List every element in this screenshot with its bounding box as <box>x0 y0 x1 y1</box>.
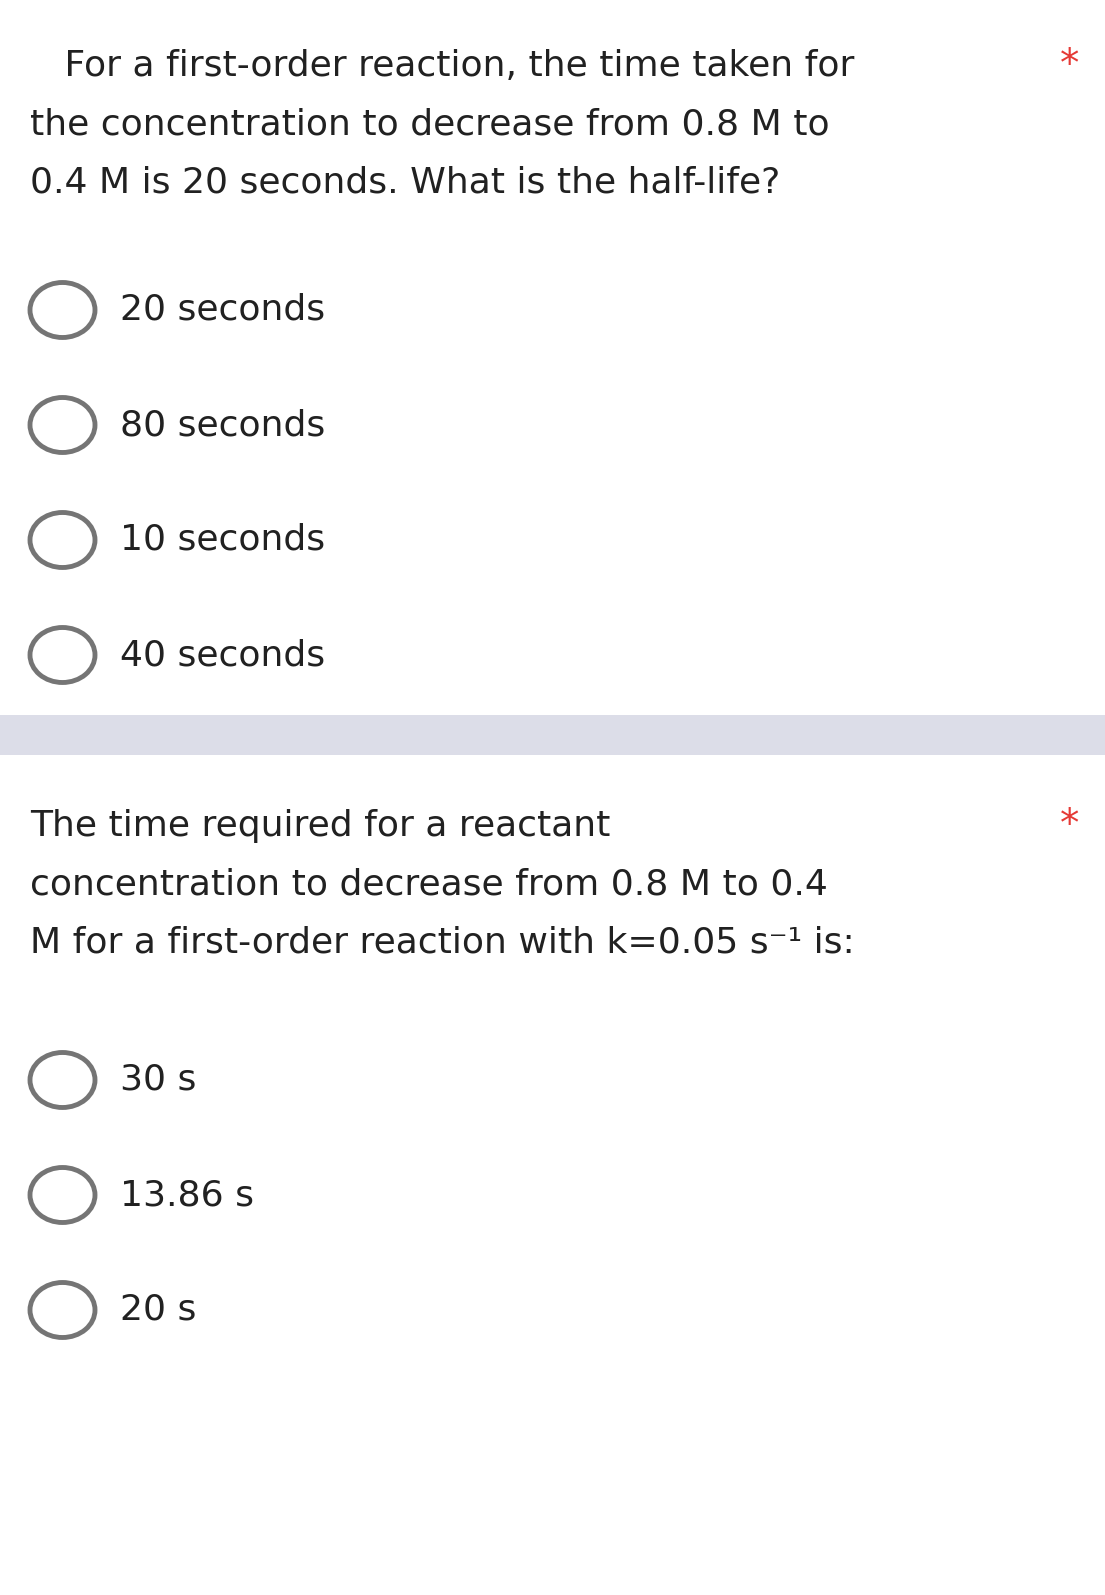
Text: *: * <box>1060 46 1080 85</box>
Text: 20 s: 20 s <box>120 1294 197 1327</box>
Bar <box>0 715 1105 754</box>
Text: 30 s: 30 s <box>120 1062 197 1097</box>
Text: 0.4 M is 20 seconds. What is the half-life?: 0.4 M is 20 seconds. What is the half-li… <box>30 166 780 199</box>
Text: *: * <box>1060 807 1080 844</box>
Text: 40 seconds: 40 seconds <box>120 638 325 671</box>
Text: 13.86 s: 13.86 s <box>120 1179 254 1212</box>
Text: the concentration to decrease from 0.8 M to: the concentration to decrease from 0.8 M… <box>30 107 830 142</box>
Text: M for a first-order reaction with k=0.05 s⁻¹ is:: M for a first-order reaction with k=0.05… <box>30 925 855 960</box>
Text: 10 seconds: 10 seconds <box>120 523 325 557</box>
Text: 80 seconds: 80 seconds <box>120 408 325 442</box>
Text: 20 seconds: 20 seconds <box>120 293 325 327</box>
Text: For a first-order reaction, the time taken for: For a first-order reaction, the time tak… <box>30 49 854 83</box>
Text: concentration to decrease from 0.8 M to 0.4: concentration to decrease from 0.8 M to … <box>30 868 828 901</box>
Text: The time required for a reactant: The time required for a reactant <box>30 809 610 844</box>
